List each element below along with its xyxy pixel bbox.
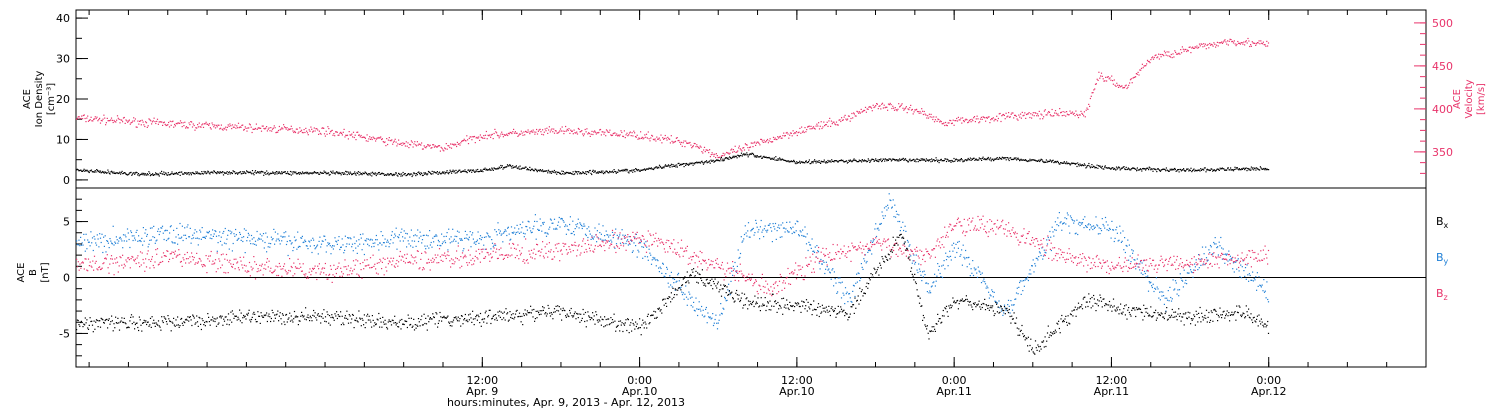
- x-tick-date-label: Apr.10: [622, 385, 658, 398]
- magnetic-field-panel: -5 0 5 ACE B [nT] Bx By Bz: [16, 187, 1449, 368]
- legend-by: By: [1436, 251, 1449, 266]
- x-tick-label: 0:00: [942, 374, 967, 387]
- velocity-axis-label: [km/s]: [1476, 83, 1487, 115]
- density-tick-label: 30: [56, 53, 70, 66]
- x-tick-label: 12:00: [781, 374, 813, 387]
- legend-bz: Bz: [1436, 287, 1448, 302]
- density-tick-label: 0: [63, 174, 70, 187]
- top-panel-frame: [75, 9, 1427, 189]
- bfield-axis-label: [nT]: [40, 262, 51, 282]
- density-axis-label: Ion Density: [34, 71, 45, 128]
- bfield-axis-label: ACE: [16, 263, 27, 283]
- density-tick-label: 20: [56, 93, 70, 106]
- x-tick-label: 12:00: [466, 374, 498, 387]
- density-axis-label: [cm⁻³]: [46, 83, 57, 115]
- velocity-axis-label: Velocity: [1464, 79, 1475, 118]
- density-tick-label: 40: [56, 12, 70, 25]
- density-series: [76, 152, 1270, 178]
- bz-series: [76, 215, 1270, 297]
- x-tick-date-label: Apr.12: [1251, 385, 1287, 398]
- velocity-tick-label: 500: [1432, 17, 1453, 30]
- velocity-series: [76, 37, 1270, 160]
- by-series: [76, 193, 1270, 330]
- x-tick-date-label: Apr.11: [1094, 385, 1130, 398]
- bfield-tick-label: -5: [59, 327, 70, 340]
- bx-series: [76, 233, 1270, 355]
- bfield-tick-label: 5: [63, 216, 70, 229]
- x-tick-label: 0:00: [627, 374, 652, 387]
- x-tick-date-label: Apr.10: [779, 385, 815, 398]
- x-axis-title: hours:minutes, Apr. 9, 2013 - Apr. 12, 2…: [447, 396, 685, 409]
- velocity-tick-label: 350: [1432, 146, 1453, 159]
- x-tick-date-label: Apr. 9: [466, 385, 498, 398]
- x-tick-label: 0:00: [1256, 374, 1281, 387]
- density-axis-label: ACE: [22, 89, 33, 109]
- x-tick-date-label: Apr.11: [936, 385, 972, 398]
- density-tick-label: 10: [56, 133, 70, 146]
- velocity-tick-label: 450: [1432, 60, 1453, 73]
- velocity-axis-label: ACE: [1452, 89, 1463, 109]
- bfield-tick-label: 0: [63, 272, 70, 285]
- x-tick-label: 12:00: [1096, 374, 1128, 387]
- velocity-tick-label: 400: [1432, 103, 1453, 116]
- legend-bx: Bx: [1436, 215, 1449, 230]
- bfield-axis-label: B: [28, 269, 39, 276]
